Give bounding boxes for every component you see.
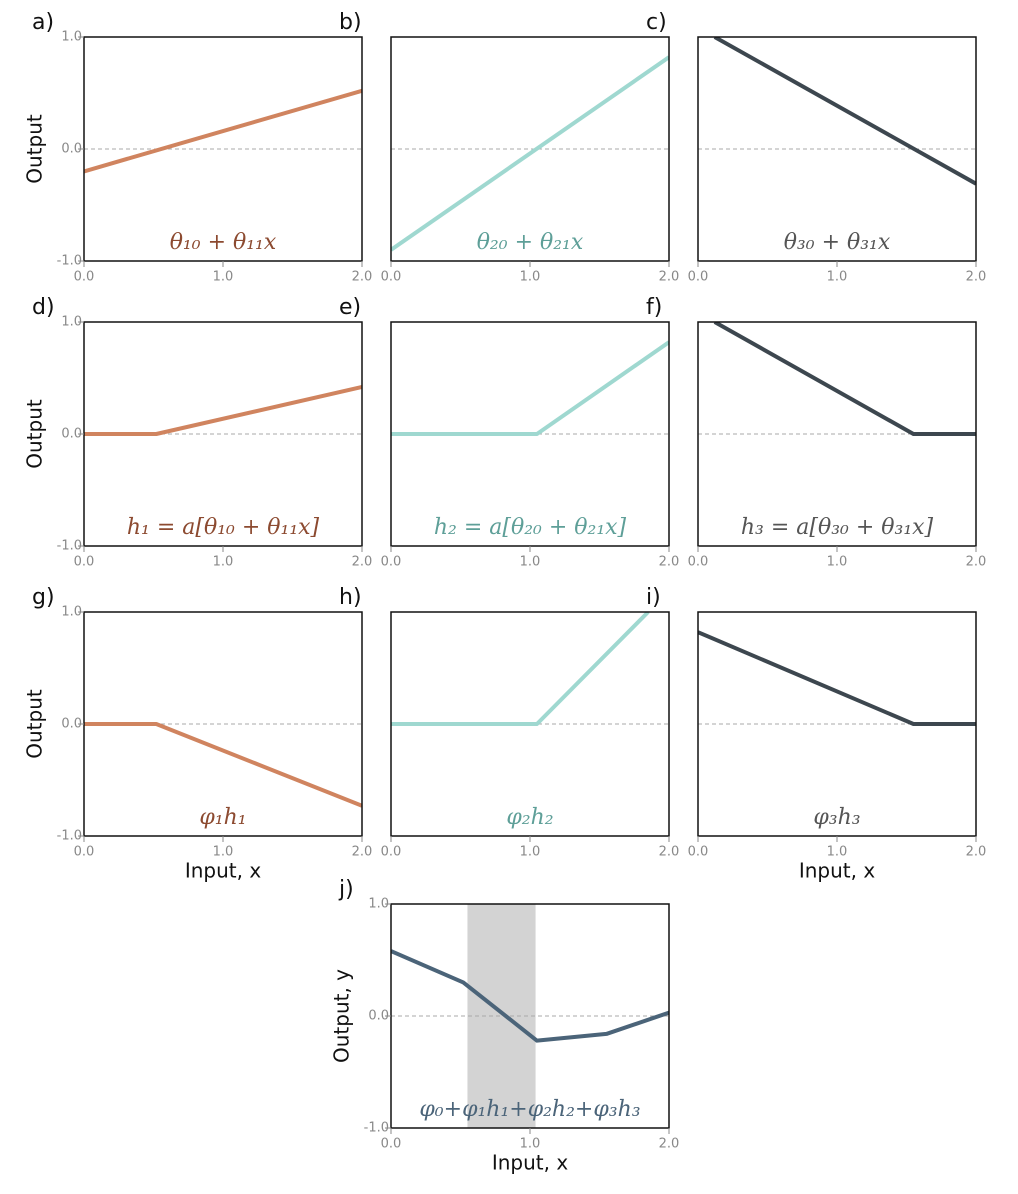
x-tick-label: 1.0	[520, 555, 541, 570]
y-tick-label: 0.0	[61, 717, 82, 732]
annotation: h₁ = a[θ₁₀ + θ₁₁x]	[127, 515, 320, 540]
x-tick-label: 0.0	[688, 270, 709, 285]
x-tick-label: 2.0	[352, 555, 373, 570]
panel-label: e)	[339, 295, 361, 320]
panel-label: j)	[338, 877, 354, 902]
x-tick-label: 2.0	[659, 555, 680, 570]
y-tick-label: -1.0	[364, 1121, 389, 1136]
data-line	[713, 37, 976, 186]
x-tick-label: 1.0	[213, 270, 234, 285]
axes-frame	[390, 36, 670, 262]
y-axis-label: Output, y	[330, 969, 354, 1063]
x-tick-label: 2.0	[352, 845, 373, 860]
annotation: h₃ = a[θ₃₀ + θ₃₁x]	[741, 515, 934, 540]
annotation: φ₁h₁	[199, 805, 246, 830]
x-tick-label: 2.0	[966, 845, 987, 860]
y-axis-label: Output	[23, 114, 47, 184]
plot-area	[698, 322, 976, 436]
x-tick-label: 1.0	[520, 1137, 541, 1152]
x-tick-label: 2.0	[659, 270, 680, 285]
x-axis-label: Input, x	[799, 859, 876, 883]
x-tick-label: 2.0	[966, 555, 987, 570]
x-tick-label: 1.0	[520, 845, 541, 860]
x-tick-label: 2.0	[966, 270, 987, 285]
x-tick-label: 1.0	[213, 555, 234, 570]
annotation: φ₀+φ₁h₁+φ₂h₂+φ₃h₃	[419, 1097, 640, 1122]
plot-area	[84, 88, 362, 174]
data-line	[84, 385, 362, 436]
data-line	[391, 340, 669, 436]
annotation: φ₃h₃	[813, 805, 860, 830]
y-tick-label: 1.0	[61, 30, 82, 45]
x-tick-label: 0.0	[74, 270, 95, 285]
plot-area	[391, 904, 669, 1128]
plot-area	[698, 630, 976, 726]
x-tick-label: 2.0	[659, 845, 680, 860]
plot-area	[84, 722, 362, 808]
panel-label: d)	[32, 295, 55, 320]
data-line	[84, 88, 362, 174]
plot-area	[698, 37, 976, 186]
annotation: φ₂h₂	[506, 805, 553, 830]
x-tick-label: 0.0	[74, 845, 95, 860]
y-tick-label: 1.0	[61, 315, 82, 330]
annotation: θ₃₀ + θ₃₁x	[784, 230, 891, 255]
panel-label: f)	[646, 295, 662, 320]
panel-label: c)	[646, 10, 667, 35]
y-tick-label: -1.0	[57, 829, 82, 844]
axes-frame	[697, 36, 977, 262]
data-line	[391, 55, 669, 252]
data-line	[698, 630, 976, 726]
y-tick-label: 1.0	[368, 897, 389, 912]
x-tick-label: 1.0	[827, 845, 848, 860]
x-axis-label: Input, x	[492, 1151, 569, 1175]
y-axis-label: Output	[23, 689, 47, 759]
x-tick-label: 0.0	[74, 555, 95, 570]
y-tick-label: 0.0	[61, 427, 82, 442]
axes-frame	[83, 36, 363, 262]
x-tick-label: 0.0	[381, 555, 402, 570]
x-tick-label: 2.0	[352, 270, 373, 285]
panel-label: h)	[339, 585, 362, 610]
y-tick-label: 0.0	[61, 142, 82, 157]
plot-area	[391, 612, 669, 726]
y-tick-label: -1.0	[57, 254, 82, 269]
x-tick-label: 0.0	[381, 270, 402, 285]
x-tick-label: 1.0	[520, 270, 541, 285]
data-line	[713, 322, 976, 436]
x-tick-label: 2.0	[659, 1137, 680, 1152]
y-axis-label: Output	[23, 399, 47, 469]
annotation: θ₁₀ + θ₁₁x	[170, 230, 277, 255]
plot-area	[391, 55, 669, 252]
data-line	[391, 949, 669, 1043]
plot-area	[391, 340, 669, 436]
annotation: h₂ = a[θ₂₀ + θ₂₁x]	[434, 515, 627, 540]
x-axis-label: Input, x	[185, 859, 262, 883]
x-tick-label: 1.0	[213, 845, 234, 860]
panel-label: i)	[646, 585, 661, 610]
panel-label: a)	[32, 10, 54, 35]
plot-area	[84, 385, 362, 436]
x-tick-label: 1.0	[827, 555, 848, 570]
y-tick-label: 0.0	[368, 1009, 389, 1024]
data-line	[391, 612, 650, 726]
y-tick-label: 1.0	[61, 605, 82, 620]
x-tick-label: 1.0	[827, 270, 848, 285]
x-tick-label: 0.0	[381, 845, 402, 860]
x-tick-label: 0.0	[381, 1137, 402, 1152]
y-tick-label: -1.0	[57, 539, 82, 554]
annotation: θ₂₀ + θ₂₁x	[477, 230, 584, 255]
panel-label: g)	[32, 585, 55, 610]
panel-label: b)	[339, 10, 362, 35]
x-tick-label: 0.0	[688, 555, 709, 570]
x-tick-label: 0.0	[688, 845, 709, 860]
data-line	[84, 722, 362, 808]
